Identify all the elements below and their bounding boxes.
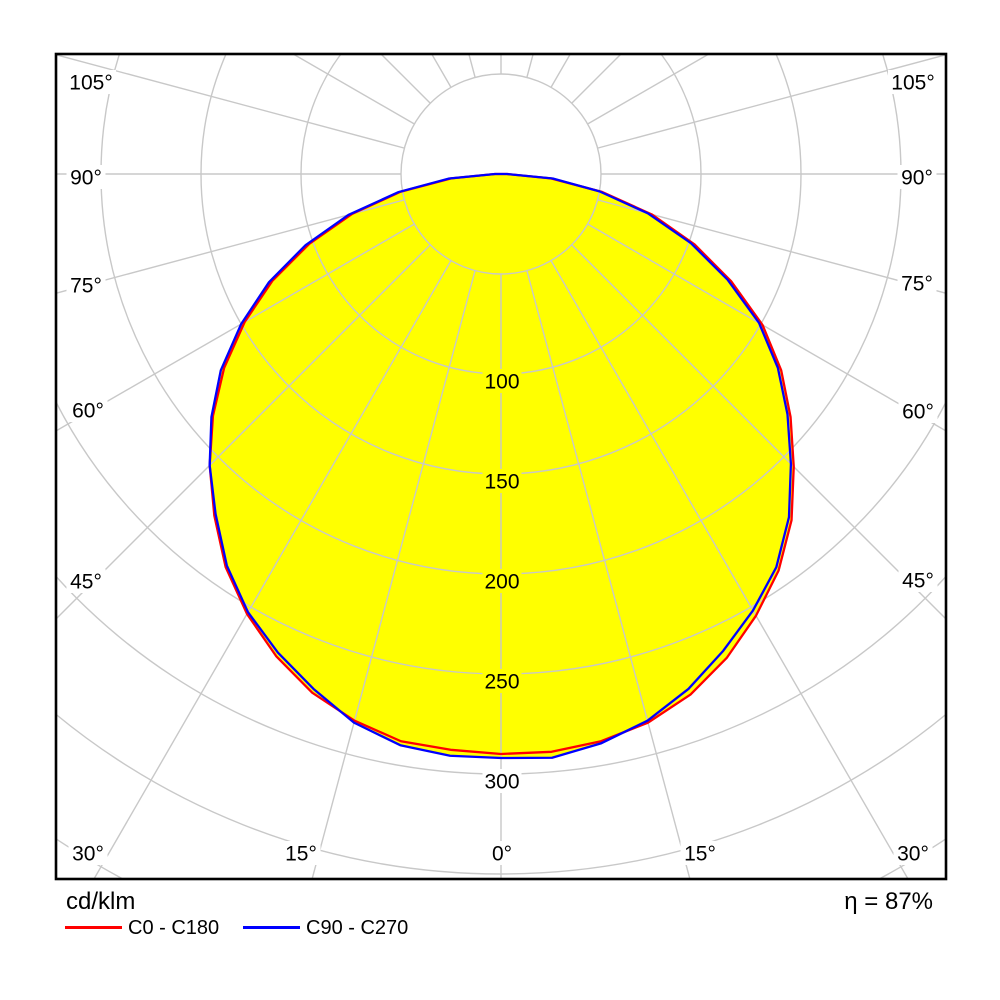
angle-tick-label-4: 45°: [70, 571, 102, 594]
radial-tick-label-0-bg: [482, 369, 522, 393]
grid-ray-345: [311, 270, 476, 879]
grid-ray-285: [56, 199, 405, 294]
chart-frame: [54, 52, 948, 881]
angle-tick-label-12: 75°: [901, 273, 933, 296]
angle-tick-label-8: 15°: [684, 843, 716, 866]
radial-tick-label-0: 100: [484, 371, 519, 394]
grid-ray-30: [550, 260, 909, 879]
light-output-ratio-label: η = 87%: [844, 888, 933, 915]
angle-tick-label-10: 45°: [902, 570, 934, 593]
units-label: cd/klm: [66, 888, 136, 915]
angle-tick-label-4-bg: [66, 569, 106, 593]
radial-tick-label-4: 300: [484, 771, 519, 794]
radial-tick-label-3: 250: [484, 671, 519, 694]
angle-tick-label-3-bg: [68, 398, 108, 422]
angle-tick-label-11-bg: [898, 399, 938, 423]
angle-tick-label-6-bg: [281, 841, 321, 865]
legend-line-red: [65, 926, 122, 929]
radial-tick-label-2-bg: [482, 569, 522, 593]
grid-ray-45: [571, 244, 946, 620]
curve-c0-c180: [208, 172, 795, 756]
angle-tick-label-1-bg: [66, 165, 106, 189]
angle-tick-label-6: 15°: [285, 843, 317, 866]
angle-tick-label-0: 105°: [69, 72, 112, 95]
curve-c90-c270: [208, 172, 793, 760]
angle-tick-label-9-bg: [893, 841, 933, 865]
angle-tick-label-2: 75°: [70, 275, 102, 298]
angle-tick-label-2-bg: [66, 273, 106, 297]
grid-ray-255: [56, 54, 405, 149]
grid-ray-240: [291, 54, 415, 125]
radial-tick-label-4-bg: [482, 769, 522, 793]
angle-tick-label-5-bg: [68, 841, 108, 865]
legend-label-c90-c270: C90 - C270: [306, 917, 409, 939]
angle-tick-label-14: 105°: [891, 72, 934, 95]
angle-tick-label-5: 30°: [72, 843, 104, 866]
angle-tick-label-7: 0°: [492, 843, 512, 866]
angle-tick-label-3: 60°: [72, 400, 104, 423]
grid-ray-300: [56, 223, 415, 432]
grid-ray-120: [587, 54, 711, 125]
angle-tick-label-13-bg: [897, 165, 937, 189]
angle-tick-label-8-bg: [680, 841, 720, 865]
radial-tick-label-3-bg: [482, 669, 522, 693]
radial-tick-label-1-bg: [482, 469, 522, 493]
angle-tick-label-10-bg: [898, 568, 938, 592]
angle-tick-label-13: 90°: [901, 167, 933, 190]
legend-line-blue: [243, 926, 300, 929]
grid-ray-60: [587, 223, 946, 432]
angle-tick-label-12-bg: [897, 271, 937, 295]
grid-ray-225: [380, 54, 431, 104]
legend-label-c0-c180: C0 - C180: [128, 917, 220, 939]
angle-tick-label-14-bg: [888, 70, 938, 94]
grid-ray-195: [468, 54, 476, 78]
angle-tick-label-7-bg: [488, 841, 516, 865]
grid-ray-165: [526, 54, 534, 78]
legend-item-c90-c270: C90 - C270: [243, 917, 433, 939]
angle-tick-label-0-bg: [66, 70, 116, 94]
grid-ray-105: [597, 54, 946, 149]
grid-ray-330: [93, 260, 452, 879]
grid-ray-315: [56, 244, 431, 620]
angle-tick-label-11: 60°: [902, 401, 934, 424]
radial-tick-label-2: 200: [484, 571, 519, 594]
angle-tick-label-9: 30°: [897, 843, 929, 866]
angle-tick-label-1: 90°: [70, 167, 102, 190]
legend-item-c0-c180: C0 - C180: [65, 917, 235, 939]
radial-tick-label-1: 150: [484, 471, 519, 494]
grid-ray-15: [526, 270, 691, 879]
grid-ray-75: [597, 199, 946, 294]
